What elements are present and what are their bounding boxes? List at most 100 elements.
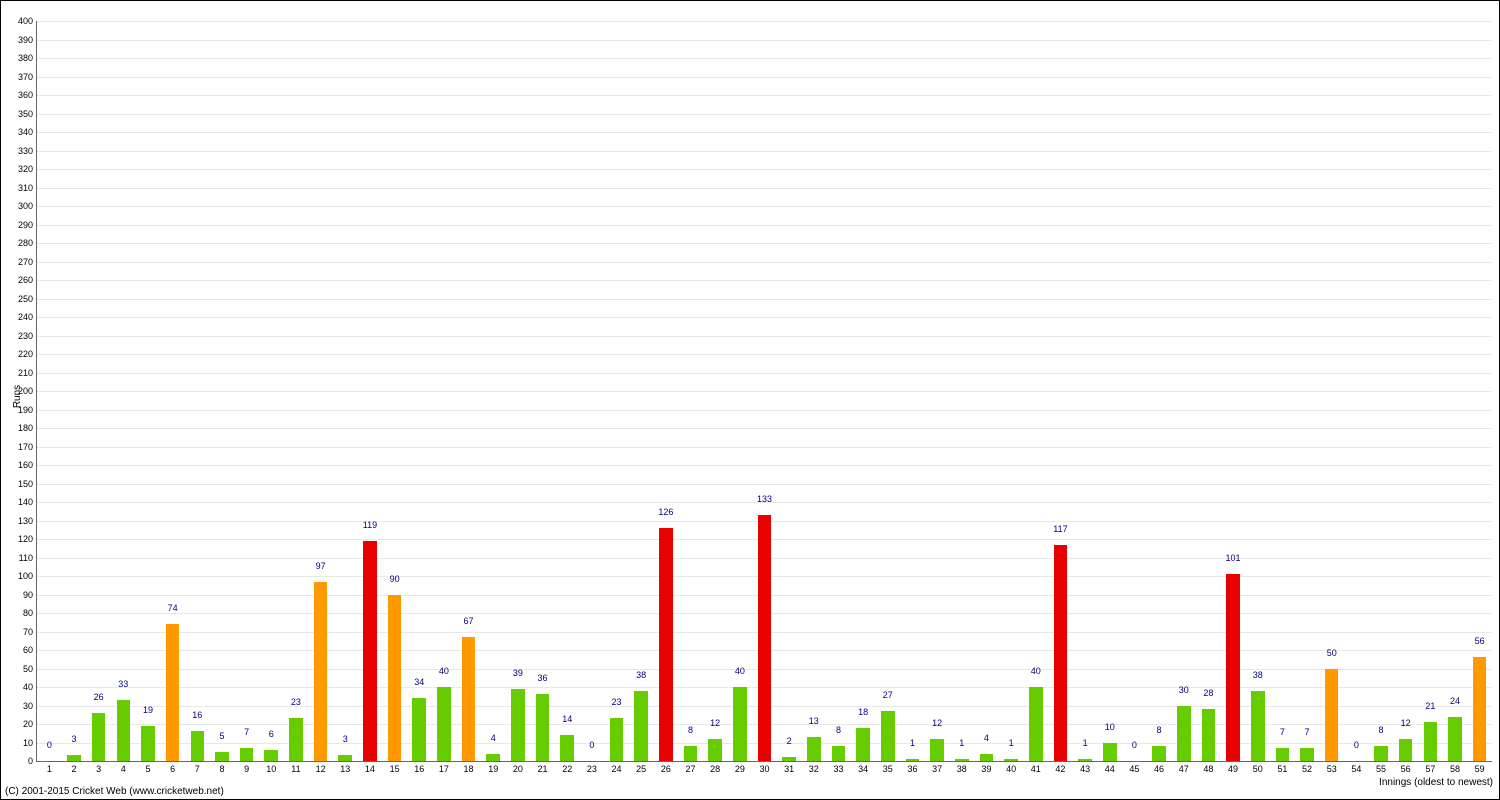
bar (462, 637, 476, 761)
x-tick-label: 2 (71, 761, 76, 774)
y-tick-label: 370 (18, 72, 37, 82)
bar (314, 582, 328, 761)
bar-value-label: 40 (735, 666, 745, 676)
x-tick-label: 30 (759, 761, 769, 774)
bar-value-label: 6 (269, 729, 274, 739)
bar-value-label: 30 (1179, 685, 1189, 695)
y-tick-label: 40 (23, 682, 37, 692)
bar-value-label: 8 (836, 725, 841, 735)
gridline (37, 95, 1492, 96)
bar-value-label: 0 (589, 740, 594, 750)
bar-value-label: 8 (688, 725, 693, 735)
bar-value-label: 13 (809, 716, 819, 726)
gridline (37, 21, 1492, 22)
x-tick-label: 57 (1425, 761, 1435, 774)
x-tick-label: 49 (1228, 761, 1238, 774)
y-tick-label: 180 (18, 423, 37, 433)
bar (412, 698, 426, 761)
bar-value-label: 3 (71, 734, 76, 744)
x-tick-label: 52 (1302, 761, 1312, 774)
y-tick-label: 60 (23, 645, 37, 655)
x-tick-label: 1 (47, 761, 52, 774)
bar-value-label: 7 (244, 727, 249, 737)
y-tick-label: 130 (18, 516, 37, 526)
bar-value-label: 26 (94, 692, 104, 702)
bar-value-label: 14 (562, 714, 572, 724)
y-tick-label: 140 (18, 497, 37, 507)
bar-value-label: 8 (1157, 725, 1162, 735)
bar (1152, 746, 1166, 761)
bar-value-label: 119 (363, 520, 377, 530)
y-tick-label: 340 (18, 127, 37, 137)
bar (486, 754, 500, 761)
bar (437, 687, 451, 761)
bar-value-label: 67 (464, 616, 474, 626)
bar-value-label: 33 (118, 679, 128, 689)
x-tick-label: 28 (710, 761, 720, 774)
gridline (37, 373, 1492, 374)
x-tick-label: 21 (538, 761, 548, 774)
bar-value-label: 4 (984, 733, 989, 743)
y-tick-label: 150 (18, 479, 37, 489)
bar-value-label: 133 (757, 494, 772, 504)
bar (1226, 574, 1240, 761)
y-tick-label: 260 (18, 275, 37, 285)
gridline (37, 77, 1492, 78)
bar-value-label: 38 (1253, 670, 1263, 680)
x-tick-label: 3 (96, 761, 101, 774)
gridline (37, 336, 1492, 337)
y-tick-label: 170 (18, 442, 37, 452)
y-tick-label: 120 (18, 534, 37, 544)
y-tick-label: 20 (23, 719, 37, 729)
bar-value-label: 27 (883, 690, 893, 700)
x-tick-label: 44 (1105, 761, 1115, 774)
x-tick-label: 17 (439, 761, 449, 774)
y-tick-label: 250 (18, 294, 37, 304)
gridline (37, 280, 1492, 281)
bar-value-label: 7 (1280, 727, 1285, 737)
gridline (37, 484, 1492, 485)
bar (1424, 722, 1438, 761)
y-tick-label: 360 (18, 90, 37, 100)
bar-value-label: 90 (390, 574, 400, 584)
x-tick-label: 10 (266, 761, 276, 774)
bar-value-label: 101 (1226, 553, 1241, 563)
x-tick-label: 7 (195, 761, 200, 774)
bar-value-label: 39 (513, 668, 523, 678)
bar (930, 739, 944, 761)
copyright-text: (C) 2001-2015 Cricket Web (www.cricketwe… (5, 786, 224, 797)
x-tick-label: 56 (1401, 761, 1411, 774)
bar (511, 689, 525, 761)
bar (1448, 717, 1462, 761)
x-tick-label: 9 (244, 761, 249, 774)
bar (1251, 691, 1265, 761)
x-axis-label: Innings (oldest to newest) (1379, 777, 1493, 788)
bar (758, 515, 772, 761)
y-tick-label: 110 (19, 553, 37, 563)
x-tick-label: 15 (390, 761, 400, 774)
bar (1177, 706, 1191, 762)
bar (832, 746, 846, 761)
bar (240, 748, 254, 761)
bar (733, 687, 747, 761)
bar-value-label: 2 (787, 736, 792, 746)
y-tick-label: 30 (23, 701, 37, 711)
x-tick-label: 27 (686, 761, 696, 774)
bar (388, 595, 402, 762)
bar-value-label: 23 (291, 697, 301, 707)
y-tick-label: 390 (18, 35, 37, 45)
bar-value-label: 1 (1083, 738, 1088, 748)
chart-container: 0102030405060708090100110120130140150160… (0, 0, 1500, 800)
x-tick-label: 47 (1179, 761, 1189, 774)
bar-value-label: 126 (658, 507, 673, 517)
y-tick-label: 320 (18, 164, 37, 174)
plot-area: 0102030405060708090100110120130140150160… (36, 21, 1492, 762)
bar-value-label: 24 (1450, 696, 1460, 706)
y-tick-label: 0 (28, 756, 37, 766)
bar (536, 694, 550, 761)
x-tick-label: 51 (1277, 761, 1287, 774)
gridline (37, 428, 1492, 429)
bar (684, 746, 698, 761)
gridline (37, 354, 1492, 355)
bar-value-label: 97 (316, 561, 326, 571)
